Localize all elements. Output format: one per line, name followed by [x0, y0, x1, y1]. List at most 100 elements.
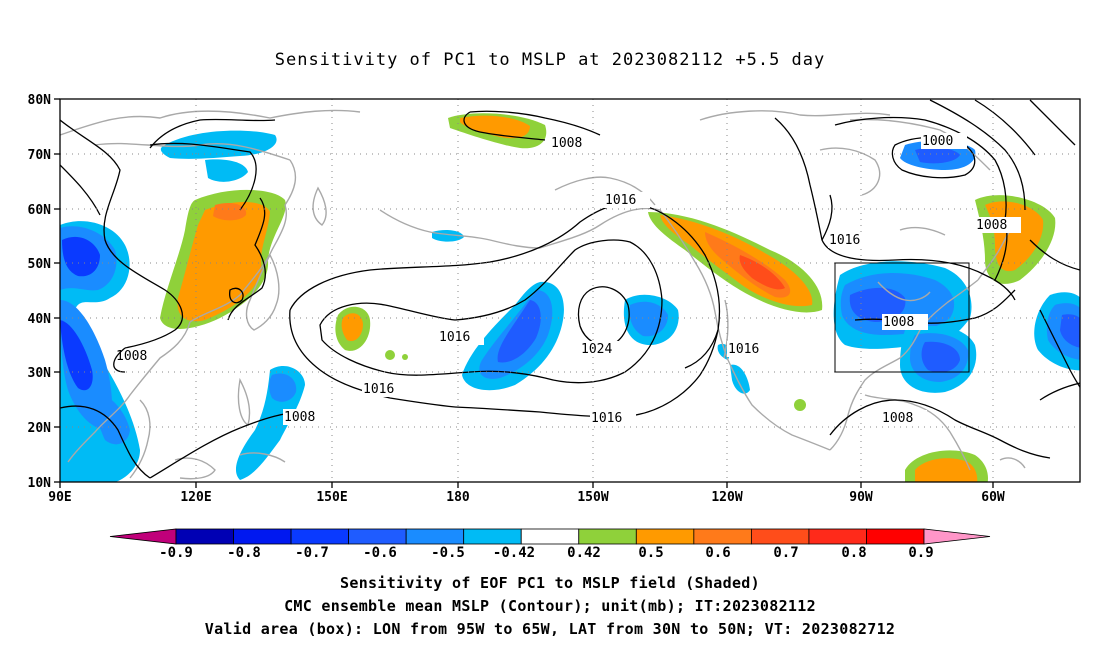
contour-label: 1016	[605, 193, 636, 208]
isobar	[319, 239, 663, 384]
isobar	[60, 164, 101, 216]
colorbar-swatch	[808, 528, 867, 545]
negative-peak-south-asia-2	[60, 320, 93, 391]
contour-label: 1016	[439, 330, 470, 345]
isobar	[577, 286, 630, 347]
footer-line-3: Valid area (box): LON from 95W to 65W, L…	[204, 620, 896, 638]
lon-label: 150E	[316, 490, 347, 505]
isobar	[469, 110, 601, 136]
map-frame	[59, 98, 1081, 483]
contour-label: 1016	[363, 382, 394, 397]
lat-label: 70N	[28, 148, 52, 163]
isobar	[463, 111, 546, 141]
isobar	[149, 118, 276, 149]
isobar	[1039, 309, 1080, 389]
isobar	[639, 204, 721, 369]
colorbar-swatch	[520, 528, 580, 545]
negative-core-wpacific	[269, 373, 297, 402]
lon-label: 90E	[48, 490, 71, 505]
isobar	[149, 142, 257, 211]
positive-max-na-west	[739, 255, 785, 290]
isobar	[60, 119, 184, 349]
negative-peak-se-us	[921, 341, 960, 373]
colorbar-swatch	[405, 528, 465, 545]
lat-label: 10N	[28, 476, 52, 491]
contour-label: 1008	[551, 136, 582, 151]
colorbar	[109, 528, 991, 545]
isobar	[1029, 239, 1080, 271]
colorbar-min-triangle	[109, 528, 177, 545]
contour-label: 1008	[976, 218, 1007, 233]
lat-label: 40N	[28, 312, 52, 327]
positive-speck	[402, 354, 408, 360]
lon-label: 180	[446, 490, 470, 505]
colorbar-label: -0.7	[295, 545, 329, 561]
isobar	[834, 116, 1007, 221]
lat-label: 60N	[28, 203, 52, 218]
colorbar-swatch	[578, 528, 637, 545]
isobar	[113, 347, 126, 373]
contour-label: 1008	[883, 315, 914, 330]
valid-area-box	[834, 262, 970, 373]
negative-core-south-asia-3	[94, 390, 130, 445]
lon-labels: 90E 120E 150E 180 150W 120W 90W 60W	[48, 490, 1005, 505]
isobar	[929, 99, 1026, 211]
isobar	[821, 194, 833, 241]
isobar	[227, 197, 266, 321]
colorbar-label: 0.6	[705, 545, 730, 561]
lon-label: 90W	[849, 490, 873, 505]
colorbar-swatch	[290, 528, 350, 545]
contour-label: 1008	[882, 411, 913, 426]
negative-peak-greatlakes	[849, 287, 906, 322]
positive-core-midpacific	[341, 313, 363, 342]
positive-speck	[385, 350, 395, 360]
positive-peak-east-asia	[213, 203, 247, 221]
colorbar-label: -0.8	[227, 545, 261, 561]
negative-region-siberia-2	[205, 159, 248, 182]
contour-label: 1016	[728, 342, 759, 357]
negative-peak-atlantic	[1060, 314, 1080, 348]
contour-label: 1024	[581, 342, 612, 357]
chart-title: Sensitivity of PC1 to MSLP at 2023082112…	[274, 50, 826, 70]
coastlines	[60, 109, 1026, 480]
colorbar-swatch	[463, 528, 522, 545]
colorbar-label: 0.42	[567, 545, 601, 561]
lat-label: 50N	[28, 257, 52, 272]
lon-label: 120E	[180, 490, 211, 505]
colorbar-swatch	[175, 528, 234, 545]
colorbar-label: 0.5	[638, 545, 663, 561]
negative-region-mexico-coast	[730, 364, 750, 394]
isobar	[974, 99, 1036, 156]
colorbar-swatch	[635, 528, 695, 545]
positive-speck	[794, 399, 806, 411]
graticule	[60, 99, 1080, 482]
isobar	[1039, 382, 1080, 401]
contour-label: 1000	[922, 134, 953, 149]
negative-peak-south-asia	[62, 236, 100, 277]
lon-label: 120W	[711, 490, 742, 505]
colorbar-max-triangle	[923, 528, 991, 545]
positive-core-east-asia	[177, 201, 270, 322]
contour-label: 1008	[116, 349, 147, 364]
lat-label: 20N	[28, 421, 52, 436]
contour-label: 1016	[829, 233, 860, 248]
colorbar-swatch	[348, 528, 407, 545]
negative-core-greenland	[915, 147, 960, 164]
isobar	[289, 202, 641, 311]
colorbar-label: 0.9	[908, 545, 933, 561]
negative-peak-cpacific	[497, 300, 541, 363]
colorbar-label: -0.42	[493, 545, 535, 561]
positive-core-caribbean	[915, 458, 978, 482]
isobar	[60, 405, 151, 479]
lat-axis	[54, 98, 60, 483]
isobar	[829, 399, 1051, 459]
lon-label: 150W	[577, 490, 608, 505]
colorbar-label: 0.8	[841, 545, 866, 561]
isobar	[289, 309, 456, 408]
colorbar-label: -0.6	[363, 545, 397, 561]
colorbar-label: -0.9	[159, 545, 193, 561]
colorbar-swatch	[233, 528, 292, 545]
lon-axis	[59, 482, 994, 488]
footer-line-1: Sensitivity of EOF PC1 to MSLP field (Sh…	[340, 574, 760, 592]
